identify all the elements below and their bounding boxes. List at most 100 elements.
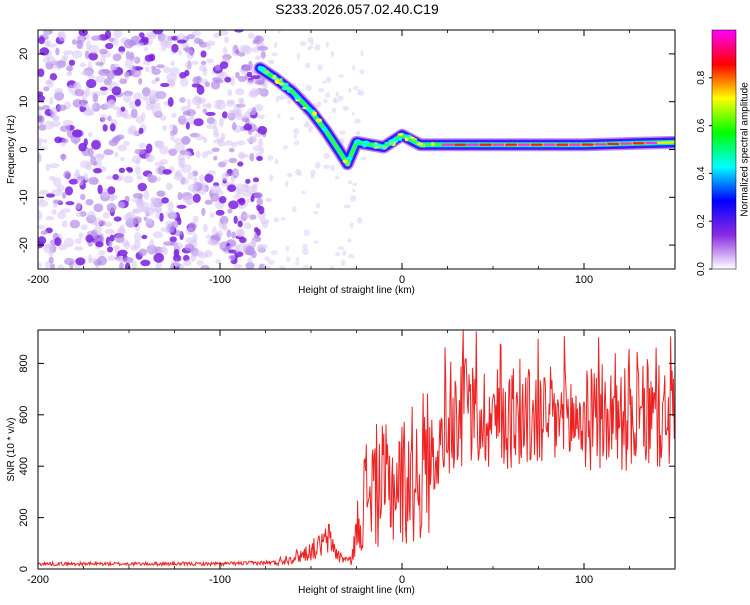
spectrogram-trace — [258, 66, 675, 166]
noise-blob — [35, 138, 44, 143]
noise-blob — [235, 244, 240, 252]
noise-blob — [251, 239, 256, 248]
noise-blob — [210, 212, 215, 217]
noise-blob — [107, 203, 117, 213]
noise-blob — [181, 115, 187, 119]
noise-blob — [168, 149, 177, 156]
noise-blob — [187, 172, 194, 180]
snr-y-axis-label: SNR (10 * v/v) — [6, 418, 17, 482]
noise-blob-faint — [350, 195, 356, 202]
snr-y-tick-label: 800 — [18, 354, 30, 372]
noise-blob-faint — [274, 217, 279, 222]
noise-blob — [78, 143, 86, 152]
noise-blob — [77, 178, 84, 185]
noise-blob — [156, 64, 165, 68]
noise-blob — [63, 50, 73, 55]
noise-blob — [177, 217, 181, 225]
noise-blob-faint — [302, 265, 309, 272]
noise-blob — [113, 53, 122, 61]
noise-blob — [247, 257, 252, 263]
noise-blob-faint — [305, 85, 312, 91]
snr-y-tick-label: 600 — [18, 406, 30, 424]
noise-blob — [108, 241, 112, 247]
noise-blob — [107, 71, 115, 80]
noise-blob — [72, 39, 77, 45]
noise-blob — [183, 47, 194, 51]
noise-blob — [220, 61, 229, 69]
noise-blob-faint — [323, 153, 330, 160]
trace-highlight — [316, 118, 322, 122]
noise-blob — [157, 92, 165, 98]
noise-blob-faint — [338, 74, 343, 77]
noise-blob — [178, 50, 182, 56]
noise-blob — [166, 183, 173, 191]
noise-blob — [179, 263, 185, 272]
snr-y-tick-label: 0 — [18, 566, 30, 572]
noise-blob — [103, 212, 110, 219]
noise-blob — [229, 148, 235, 152]
noise-blob — [181, 136, 190, 145]
noise-blob-faint — [352, 65, 355, 71]
noise-blob — [186, 200, 192, 205]
spectrogram-y-tick-label: -20 — [18, 237, 30, 253]
noise-blob-faint — [361, 157, 367, 160]
noise-blob — [185, 152, 192, 159]
noise-blob — [242, 65, 248, 70]
noise-blob — [80, 62, 86, 67]
noise-blob — [65, 186, 73, 195]
noise-blob — [103, 124, 108, 132]
colorbar-tick-label: 0.2 — [696, 214, 707, 228]
trace-highlight — [276, 79, 279, 83]
noise-blob — [188, 184, 198, 192]
figure-title: S233.2026.057.02.40.C19 — [275, 1, 439, 17]
noise-blob-faint — [276, 98, 279, 102]
noise-blob — [178, 97, 186, 103]
noise-blob — [242, 46, 252, 55]
noise-blob — [171, 61, 175, 67]
noise-blob — [228, 158, 237, 163]
noise-blob — [43, 139, 47, 144]
noise-blob-faint — [274, 159, 278, 164]
noise-blob — [177, 205, 187, 209]
noise-blob — [217, 230, 223, 238]
snr-series-line — [38, 330, 674, 566]
noise-blob — [93, 203, 103, 212]
noise-blob — [162, 169, 171, 174]
noise-blob — [142, 96, 148, 101]
noise-blob — [126, 51, 131, 60]
noise-blob — [45, 261, 50, 268]
noise-blob — [262, 221, 268, 229]
noise-blob — [151, 208, 162, 212]
noise-blob — [63, 171, 71, 179]
noise-blob — [149, 239, 154, 249]
noise-blob — [228, 200, 238, 209]
noise-blob — [93, 218, 101, 227]
noise-blob — [136, 175, 143, 180]
noise-blob — [85, 87, 90, 97]
noise-blob-faint — [318, 64, 323, 71]
noise-blob — [247, 72, 252, 77]
noise-blob — [243, 214, 252, 218]
trace-highlight — [312, 111, 317, 116]
noise-blob-faint — [341, 260, 346, 267]
noise-blob — [94, 154, 105, 159]
spectrogram-y-tick-label: -10 — [18, 189, 30, 205]
noise-blob — [114, 152, 118, 158]
noise-blob — [217, 141, 226, 147]
noise-blob — [64, 238, 74, 248]
noise-blob — [106, 175, 113, 179]
noise-blob — [207, 43, 211, 50]
noise-blob — [153, 231, 163, 238]
noise-blob — [135, 166, 141, 176]
noise-blob — [196, 104, 200, 109]
trace-highlight — [265, 70, 269, 75]
noise-blob — [38, 36, 45, 44]
colorbar-tick-label: 0.6 — [696, 118, 707, 132]
colorbar: 0.00.20.40.60.8 Normalized spectral ampl… — [696, 30, 750, 276]
noise-blob-faint — [278, 29, 281, 33]
noise-blob — [139, 128, 144, 134]
noise-blob — [257, 244, 265, 252]
noise-blob-faint — [301, 191, 306, 194]
noise-blob — [255, 55, 261, 60]
noise-blob — [38, 225, 44, 230]
